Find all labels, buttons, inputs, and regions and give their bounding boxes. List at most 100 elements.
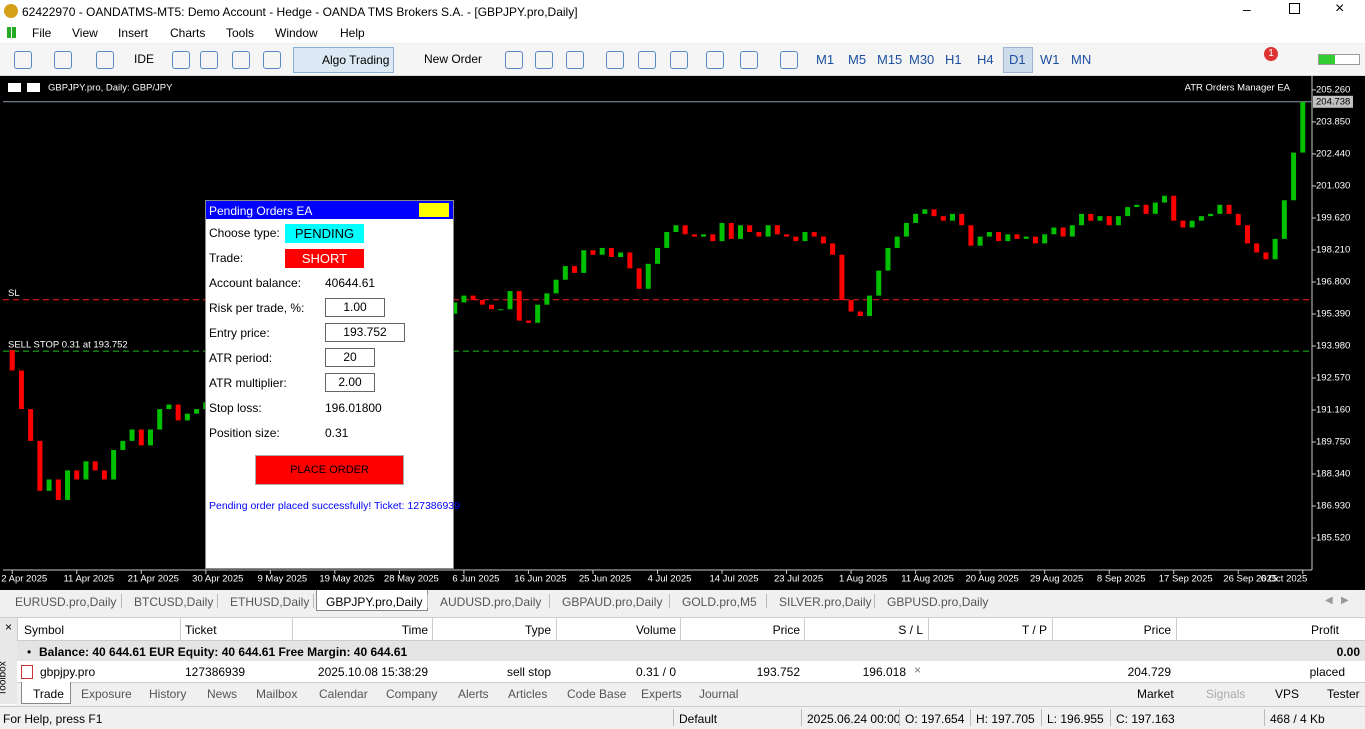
column-header[interactable]: T / P [1021, 623, 1047, 637]
toolbox-tab[interactable]: Journal [699, 687, 739, 701]
timeframe-button[interactable]: M30 [909, 52, 935, 67]
toolbar-icon[interactable] [740, 51, 758, 69]
toolbar-icon[interactable] [172, 51, 190, 69]
column-header[interactable]: S / L [898, 623, 923, 637]
toolbox-close[interactable]: × [5, 620, 13, 634]
remove-sl[interactable]: × [914, 663, 922, 677]
toolbox-tab[interactable]: Company [386, 687, 438, 701]
algo-trading-label[interactable]: Algo Trading [322, 53, 390, 67]
candle [1171, 195, 1177, 221]
toolbox-tab[interactable]: Experts [641, 687, 682, 701]
timeframe-button[interactable]: H4 [977, 52, 994, 67]
toolbar-icon[interactable] [54, 51, 72, 69]
chart-tab[interactable]: GBPUSD.pro,Daily [887, 595, 989, 609]
menu-item[interactable]: View [72, 26, 98, 40]
timeframe-button[interactable]: M15 [877, 52, 903, 67]
chart-tab[interactable]: ETHUSD,Daily [230, 595, 310, 609]
menu-item[interactable]: Help [340, 26, 365, 40]
chart-tab[interactable]: EURUSD.pro,Daily [15, 595, 117, 609]
menu-item[interactable]: Insert [118, 26, 149, 40]
timeframe-button[interactable]: MN [1071, 52, 1092, 67]
timeframe-active[interactable] [1003, 47, 1033, 73]
column-header[interactable]: Time [401, 623, 428, 637]
right-tab[interactable]: Signals [1206, 687, 1246, 701]
toolbar-icon[interactable] [263, 51, 281, 69]
toolbar-icon[interactable] [780, 51, 798, 69]
column-header[interactable]: Type [524, 623, 551, 637]
chart-tab[interactable]: BTCUSD,Daily [134, 595, 214, 609]
right-tab[interactable]: Tester [1327, 687, 1360, 701]
timeframe-button[interactable]: D1 [1009, 52, 1026, 67]
toolbar-icon[interactable] [96, 51, 114, 69]
timeframe-button[interactable]: M1 [816, 52, 835, 67]
field-input[interactable]: 193.752 [325, 323, 405, 342]
ea-title: Pending Orders EA [209, 204, 313, 218]
right-tab[interactable]: VPS [1275, 687, 1300, 701]
toolbox-tab[interactable]: Alerts [458, 687, 489, 701]
toolbar-icon[interactable] [638, 51, 656, 69]
order-cell: 127386939 [185, 665, 246, 679]
field-input[interactable]: 2.00 [325, 373, 375, 392]
toolbox-tab[interactable]: News [207, 687, 238, 701]
candle [664, 232, 670, 248]
menu-item[interactable]: Tools [226, 26, 255, 40]
toolbar-icon[interactable] [232, 51, 250, 69]
column-header[interactable]: Price [772, 623, 800, 637]
toolbar-icon[interactable] [566, 51, 584, 69]
column-header[interactable]: Profit [1310, 623, 1339, 637]
right-tab[interactable]: Market [1137, 687, 1174, 701]
field-input[interactable]: 1.00 [325, 298, 385, 317]
field-input[interactable]: 20 [325, 348, 375, 367]
toolbar-icon[interactable] [535, 51, 553, 69]
timeframe-button[interactable]: M5 [848, 52, 867, 67]
menu-item[interactable]: Window [275, 26, 318, 40]
column-header[interactable]: Symbol [24, 623, 65, 637]
window-title: 62422970 - OANDATMS-MT5: Demo Account - … [22, 5, 578, 19]
ide-button[interactable]: IDE [134, 52, 155, 66]
type-toggle[interactable]: PENDING [285, 224, 364, 243]
toolbox-tab[interactable]: Trade [33, 687, 64, 701]
place-order-button[interactable]: PLACE ORDER [255, 455, 404, 485]
chart-tab[interactable]: GBPAUD.pro,Daily [562, 595, 663, 609]
toolbar-icon[interactable] [706, 51, 724, 69]
toolbox-tab[interactable]: Exposure [81, 687, 132, 701]
chart-tab[interactable]: GOLD.pro,M5 [682, 595, 757, 609]
tab-scroll[interactable]: ◀ ▶ [1325, 595, 1349, 606]
column-header[interactable]: Volume [635, 623, 676, 637]
candle [719, 222, 725, 242]
chart-tab[interactable]: SILVER.pro,Daily [779, 595, 872, 609]
x-tick-label: 21 Apr 2025 [128, 574, 179, 585]
chart-tab[interactable]: GBPJPY.pro,Daily [326, 595, 423, 609]
column-header[interactable]: Ticket [185, 623, 217, 637]
new-order-button[interactable]: New Order [424, 52, 483, 66]
ea-minimize[interactable] [419, 203, 449, 217]
timeframe-button[interactable]: H1 [945, 52, 962, 67]
notification-badge[interactable]: 1 [1264, 47, 1278, 61]
toolbar-icon[interactable] [14, 51, 32, 69]
menu-item[interactable]: File [32, 26, 52, 40]
toolbar-icon[interactable] [200, 51, 218, 69]
column-header[interactable]: Price [1143, 623, 1171, 637]
column-separator [1176, 618, 1177, 640]
algo-trading-button[interactable] [293, 47, 394, 73]
toolbox-tab[interactable]: Articles [508, 687, 548, 701]
toolbox-tab[interactable]: Calendar [319, 687, 368, 701]
toolbox-tab[interactable]: History [149, 687, 187, 701]
chart-tab[interactable]: AUDUSD.pro,Daily [440, 595, 542, 609]
candle [747, 225, 753, 233]
status-item: Default [679, 712, 718, 726]
toolbar-icon[interactable] [606, 51, 624, 69]
minimize[interactable]: – [1243, 1, 1251, 17]
trade-toggle[interactable]: SHORT [285, 249, 364, 268]
toolbox-tab[interactable]: Code Base [567, 687, 627, 701]
toolbar-icon[interactable] [670, 51, 688, 69]
toolbox-tab[interactable]: Mailbox [256, 687, 298, 701]
candle [1281, 200, 1287, 239]
menu-item[interactable]: Charts [170, 26, 206, 40]
toolbar-icon[interactable] [505, 51, 523, 69]
close[interactable]: × [1335, 0, 1345, 17]
timeframe-button[interactable]: W1 [1040, 52, 1060, 67]
tab-active[interactable] [21, 682, 71, 704]
maximize[interactable] [1289, 3, 1300, 14]
candle [479, 300, 485, 305]
